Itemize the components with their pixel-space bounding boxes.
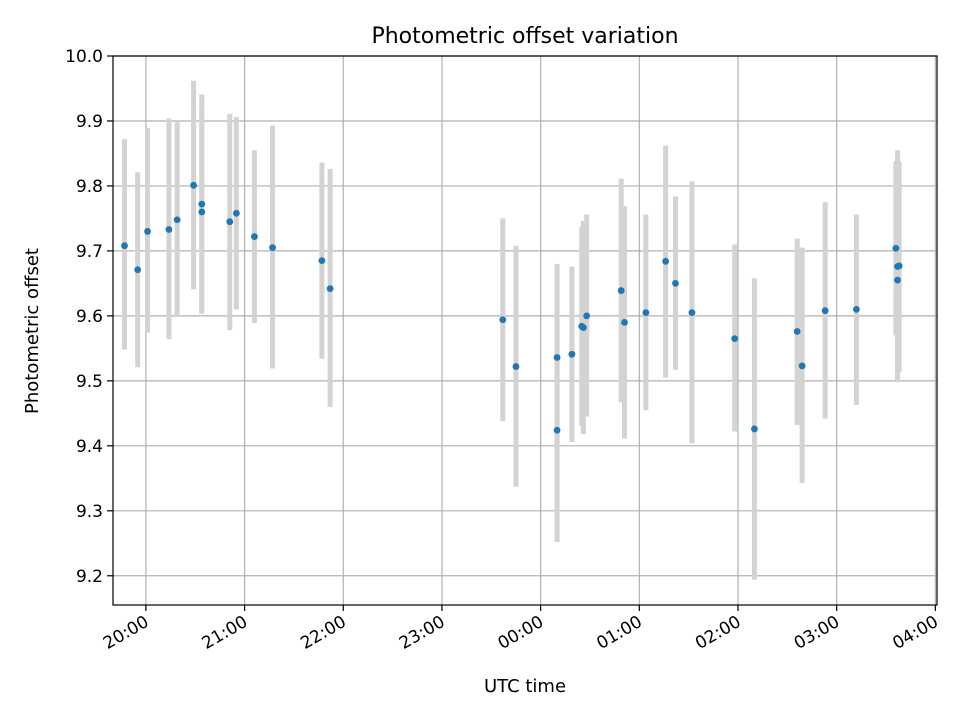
data-point bbox=[895, 262, 903, 270]
data-point bbox=[672, 279, 679, 287]
y-tick-label: 9.4 bbox=[76, 437, 103, 457]
data-point bbox=[499, 316, 507, 324]
data-point bbox=[198, 200, 206, 208]
data-point bbox=[583, 312, 591, 320]
y-tick-label: 9.2 bbox=[76, 567, 103, 587]
data-point bbox=[617, 287, 625, 294]
data-point bbox=[642, 309, 650, 317]
data-point bbox=[173, 216, 181, 224]
data-point bbox=[512, 363, 520, 370]
data-point bbox=[579, 324, 587, 331]
y-tick-label: 9.9 bbox=[76, 112, 103, 132]
data-point bbox=[269, 244, 276, 252]
data-point bbox=[731, 335, 739, 343]
plot-frame bbox=[112, 55, 938, 606]
data-point bbox=[894, 276, 901, 284]
y-axis-label: Photometric offset bbox=[22, 248, 43, 414]
data-point bbox=[688, 309, 696, 317]
y-tick-label: 9.6 bbox=[76, 307, 103, 327]
data-points bbox=[121, 181, 903, 434]
grid bbox=[113, 55, 937, 605]
data-point bbox=[853, 305, 860, 313]
data-point bbox=[662, 257, 670, 265]
data-point bbox=[553, 354, 561, 361]
x-axis-label: UTC time bbox=[484, 676, 566, 697]
data-point bbox=[326, 285, 334, 292]
data-point bbox=[553, 426, 561, 434]
y-tick-label: 9.8 bbox=[76, 177, 103, 197]
y-axis-ticks: 9.2 9.3 9.4 9.5 9.6 9.7 9.8 9.9 10.0 bbox=[65, 47, 113, 587]
data-point bbox=[226, 218, 234, 226]
data-point bbox=[751, 425, 758, 433]
data-point bbox=[793, 328, 801, 335]
data-point bbox=[821, 307, 829, 315]
y-tick-label: 9.3 bbox=[76, 502, 103, 522]
data-point bbox=[892, 244, 900, 252]
y-tick-label: 9.7 bbox=[76, 242, 103, 262]
y-tick-label: 9.5 bbox=[76, 372, 103, 392]
data-point bbox=[798, 362, 806, 370]
data-point bbox=[144, 228, 151, 235]
data-point bbox=[190, 181, 197, 189]
data-point bbox=[134, 266, 142, 274]
data-point bbox=[121, 242, 128, 250]
data-point bbox=[621, 318, 628, 326]
data-point bbox=[232, 209, 240, 217]
data-point bbox=[318, 257, 326, 265]
data-point bbox=[165, 226, 173, 233]
y-tick-label: 10.0 bbox=[65, 47, 103, 67]
data-point bbox=[198, 208, 206, 216]
chart-title: Photometric offset variation bbox=[371, 24, 678, 49]
data-point bbox=[568, 350, 576, 358]
data-point bbox=[251, 233, 258, 241]
